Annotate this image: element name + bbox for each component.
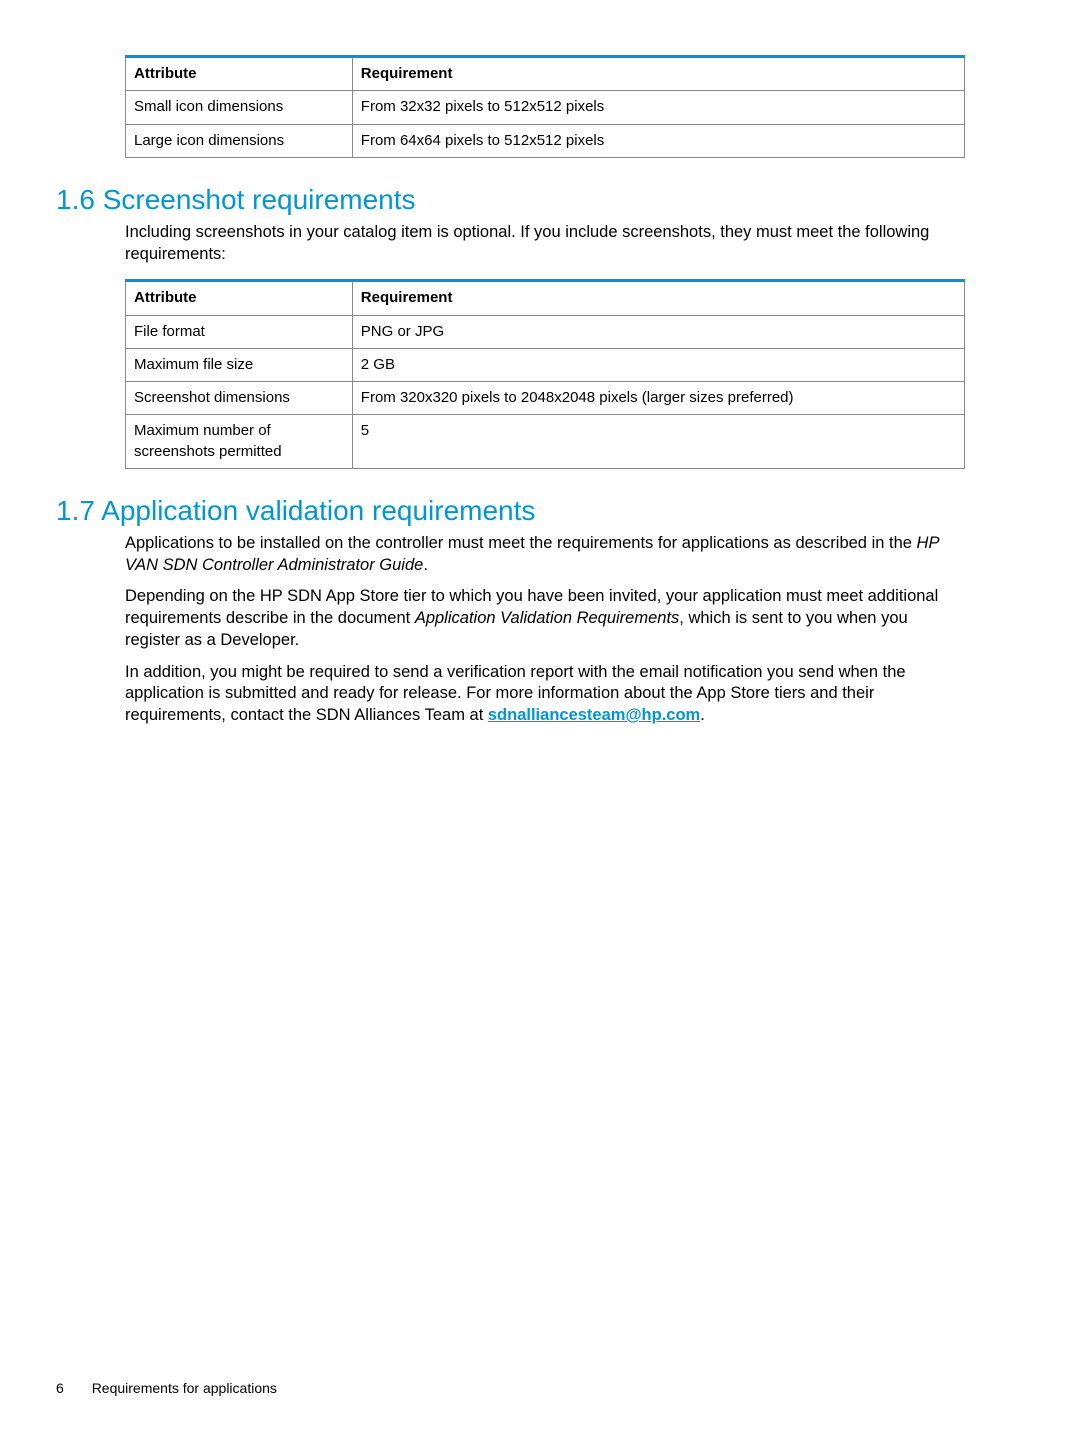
table-row: Small icon dimensions From 32x32 pixels … — [126, 91, 965, 124]
attr-cell: Maximum file size — [126, 348, 353, 381]
req-cell: From 32x32 pixels to 512x512 pixels — [352, 91, 964, 124]
p1-post: . — [423, 556, 428, 574]
req-cell: From 320x320 pixels to 2048x2048 pixels … — [352, 382, 964, 415]
col-requirement: Requirement — [352, 281, 964, 315]
table-row: Large icon dimensions From 64x64 pixels … — [126, 124, 965, 157]
section-1-7-p1: Applications to be installed on the cont… — [125, 533, 965, 577]
table-row: Maximum file size 2 GB — [126, 348, 965, 381]
p3-post: . — [700, 706, 705, 724]
table-row: File format PNG or JPG — [126, 315, 965, 348]
sdn-alliances-email-link[interactable]: sdnalliancesteam@hp.com — [488, 706, 700, 724]
p2-italic: Application Validation Requirements — [415, 609, 679, 627]
table-row: Screenshot dimensions From 320x320 pixel… — [126, 382, 965, 415]
page-footer: 6 Requirements for applications — [56, 1380, 277, 1396]
req-cell: 5 — [352, 415, 964, 469]
attr-cell: Screenshot dimensions — [126, 382, 353, 415]
col-attribute: Attribute — [126, 57, 353, 91]
attr-cell: File format — [126, 315, 353, 348]
page-number: 6 — [56, 1380, 64, 1396]
section-1-6-intro: Including screenshots in your catalog it… — [125, 222, 965, 266]
col-attribute: Attribute — [126, 281, 353, 315]
footer-title: Requirements for applications — [92, 1380, 277, 1396]
section-1-7-p2: Depending on the HP SDN App Store tier t… — [125, 586, 965, 651]
attr-cell: Small icon dimensions — [126, 91, 353, 124]
attr-cell: Maximum number of screenshots permitted — [126, 415, 353, 469]
p1-pre: Applications to be installed on the cont… — [125, 534, 917, 552]
section-1-7-p3: In addition, you might be required to se… — [125, 662, 965, 727]
table-header-row: Attribute Requirement — [126, 281, 965, 315]
icon-dimensions-table: Attribute Requirement Small icon dimensi… — [125, 55, 965, 158]
attr-cell: Large icon dimensions — [126, 124, 353, 157]
req-cell: PNG or JPG — [352, 315, 964, 348]
section-1-7-heading: 1.7 Application validation requirements — [56, 495, 1024, 527]
table-header-row: Attribute Requirement — [126, 57, 965, 91]
table-row: Maximum number of screenshots permitted … — [126, 415, 965, 469]
screenshot-requirements-table: Attribute Requirement File format PNG or… — [125, 279, 965, 469]
col-requirement: Requirement — [352, 57, 964, 91]
req-cell: From 64x64 pixels to 512x512 pixels — [352, 124, 964, 157]
req-cell: 2 GB — [352, 348, 964, 381]
section-1-6-heading: 1.6 Screenshot requirements — [56, 184, 1024, 216]
